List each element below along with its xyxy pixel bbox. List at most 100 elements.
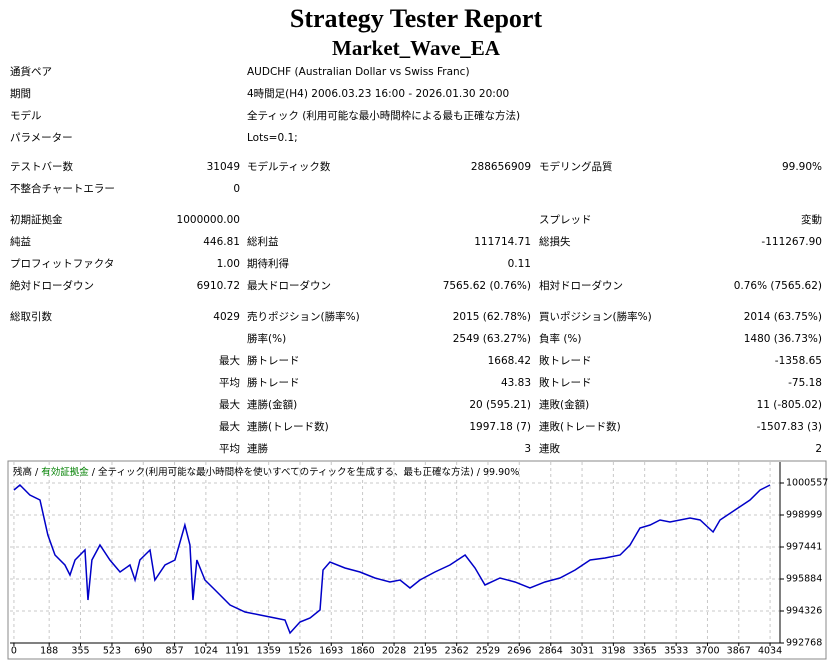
stat-label: 敗トレード [539,377,592,389]
stat-label: 勝トレード [247,377,300,389]
x-tick-label: 3867 [727,646,751,657]
y-tick-label: 995884 [786,573,822,584]
x-tick-label: 3533 [664,646,688,657]
y-tick-label: 998999 [786,509,822,520]
stat-value: 最大 [219,421,240,433]
stat-value: 446.81 [203,236,240,248]
stat-value: -75.18 [788,377,822,389]
stat-value: -111267.90 [761,236,822,248]
stat-value: 1000000.00 [176,214,240,226]
stat-value: 1.00 [216,258,240,270]
x-tick-label: 355 [71,646,89,657]
stat-value: 最大 [219,355,240,367]
stat-value: 7565.62 (0.76%) [442,280,531,292]
x-tick-label: 2864 [539,646,563,657]
stat-label: 不整合チャートエラー [10,183,115,195]
stat-value: 2549 (63.27%) [452,333,531,345]
stat-label: 勝率(%) [247,333,287,345]
stat-value: -1358.65 [774,355,822,367]
x-tick-label: 2696 [507,646,531,657]
y-tick-label: 1000557 [786,477,828,488]
stat-value: 最大 [219,399,240,411]
x-tick-label: 1526 [288,646,312,657]
x-tick-label: 1359 [257,646,281,657]
stat-label: 買いポジション(勝率%) [539,311,652,323]
stat-value: -1507.83 (3) [756,421,822,433]
legend-entry: 全ティック(利用可能な最小時間枠を使いすべてのティックを生成する、最も正確な方法… [98,466,474,478]
chart-frame [7,460,827,660]
stat-label: 勝トレード [247,355,300,367]
info-value: 4時間足(H4) 2006.03.23 16:00 - 2026.01.30 2… [247,88,510,100]
stat-label: 最大ドローダウン [247,280,331,292]
info-label: 通貨ペア [10,66,52,78]
stat-label: 総利益 [247,236,279,248]
x-tick-label: 4034 [758,646,782,657]
x-tick-label: 3365 [633,646,657,657]
stat-label: 相対ドローダウン [539,280,623,292]
x-tick-label: 523 [103,646,121,657]
stat-value: 6910.72 [196,280,240,292]
stat-value: 0 [233,183,240,195]
stat-label: モデリング品質 [539,161,613,173]
stat-value: 288656909 [470,161,531,173]
stat-value: 平均 [219,443,240,455]
report-title: Strategy Tester Report [289,4,543,33]
stat-label: 総損失 [539,236,571,248]
report-subtitle: Market_Wave_EA [332,36,500,60]
stat-label: 敗トレード [539,355,592,367]
stat-label: 売りポジション(勝率%) [247,311,360,323]
x-tick-label: 2028 [382,646,406,657]
info-value: Lots=0.1; [247,132,298,144]
stat-label: スプレッド [539,214,592,226]
stat-value: 3 [524,443,531,455]
stat-value: 2014 (63.75%) [743,311,822,323]
x-tick-label: 3031 [570,646,594,657]
stat-label: テストバー数 [10,161,73,173]
stat-value: 20 (595.21) [469,399,531,411]
stat-label: 連敗(トレード数) [539,421,621,433]
balance-line [13,483,771,635]
x-tick-label: 1693 [319,646,343,657]
stat-value: 2015 (62.78%) [452,311,531,323]
y-tick-label: 994326 [786,605,822,616]
info-label: モデル [10,110,42,122]
stat-label: モデルティック数 [247,161,331,173]
legend-entry: 有効証拠金 [41,466,89,478]
stat-value: 変動 [801,214,822,226]
stat-label: 期待利得 [247,258,289,270]
x-tick-label: 2195 [413,646,437,657]
stat-label: 純益 [10,236,31,248]
x-tick-label: 3198 [601,646,625,657]
stat-label: 連敗 [539,443,560,455]
stat-label: 初期証拠金 [10,214,63,226]
stat-value: 0.76% (7565.62) [733,280,822,292]
y-tick-label: 992768 [786,638,822,649]
x-tick-label: 1860 [350,646,374,657]
stat-label: 連勝(金額) [247,399,298,411]
stat-value: 0.11 [507,258,531,270]
stat-value: 111714.71 [474,236,531,248]
info-value: 全ティック (利用可能な最小時間枠による最も正確な方法) [247,110,521,122]
stat-label: 負率 (%) [539,333,582,345]
x-tick-label: 2362 [445,646,469,657]
x-tick-label: 1191 [225,646,249,657]
info-value: AUDCHF (Australian Dollar vs Swiss Franc… [247,66,470,78]
x-tick-label: 1024 [194,646,218,657]
stat-value: 1668.42 [487,355,531,367]
legend-entry: 99.90% [483,467,519,478]
legend: 残高 / 有効証拠金 / 全ティック(利用可能な最小時間枠を使いすべてのティック… [13,466,519,478]
stat-value: 43.83 [500,377,531,389]
x-tick-label: 0 [11,646,17,657]
y-tick-label: 997441 [786,542,822,553]
stat-label: 連敗(金額) [539,399,590,411]
stat-label: 総取引数 [10,311,52,323]
stat-value: 1997.18 (7) [469,421,531,433]
stat-value: 11 (-805.02) [756,399,822,411]
stat-label: プロフィットファクタ [10,258,115,270]
stat-label: 連勝(トレード数) [247,421,329,433]
info-label: パラメーター [10,132,73,144]
x-tick-label: 188 [40,646,58,657]
stat-label: 連勝 [247,443,268,455]
